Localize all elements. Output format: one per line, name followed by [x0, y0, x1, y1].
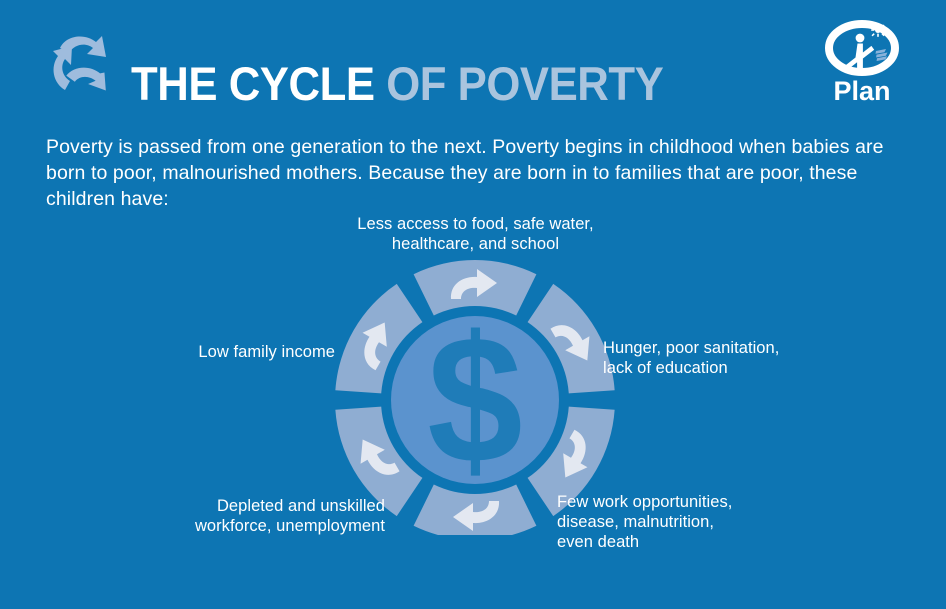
cycle-diagram: $ Less access to food, safe water, healt…: [0, 190, 946, 590]
cycle-center-circle: [391, 316, 559, 484]
page-title: THE CYCLE OF POVERTY: [131, 57, 664, 111]
child-reaching-figure-icon: [845, 33, 875, 72]
dollar-sign-icon: $: [427, 299, 522, 502]
header: THE CYCLE OF POVERTY: [0, 0, 946, 112]
recycle-cycle-arrows-icon: [44, 30, 122, 96]
cycle-label-hunger: Hunger, poor sanitation, lack of educati…: [603, 339, 780, 377]
cycle-label-low-family-income: Low family income: [198, 343, 335, 361]
cycle-label-depleted-workforce: Depleted and unskilled workforce, unempl…: [194, 497, 385, 535]
plan-wordmark: Plan: [833, 76, 890, 106]
page-title-soft: OF POVERTY: [374, 57, 664, 111]
cycle-label-less-access: Less access to food, safe water, healthc…: [357, 215, 594, 253]
poverty-cycle-graphic: $: [330, 260, 620, 535]
intro-paragraph: Poverty is passed from one generation to…: [46, 135, 884, 210]
svg-text:$: $: [427, 299, 522, 502]
sun-icon: [871, 23, 885, 37]
cycle-label-few-work-opportunities: Few work opportunities, disease, malnutr…: [557, 493, 733, 551]
plan-international-logo[interactable]: Plan: [812, 18, 912, 110]
page-title-strong: THE CYCLE: [131, 57, 375, 111]
